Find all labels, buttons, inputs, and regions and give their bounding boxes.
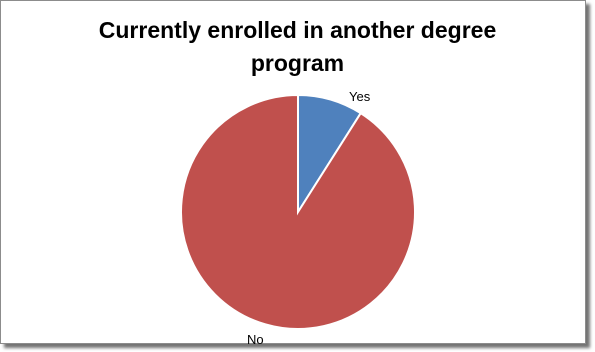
pie-slice-no (180, 93, 416, 330)
pie-labels: Yes No (247, 89, 371, 347)
pie-slices (180, 93, 416, 330)
chart-title: Currently enrolled in another degree pro… (0, 14, 595, 80)
chart-title-line-1: Currently enrolled in another degree (98, 17, 497, 43)
pie-label-yes: Yes (349, 89, 371, 104)
chart-title-line-2: program (250, 50, 345, 76)
pie-label-no: No (247, 332, 264, 347)
